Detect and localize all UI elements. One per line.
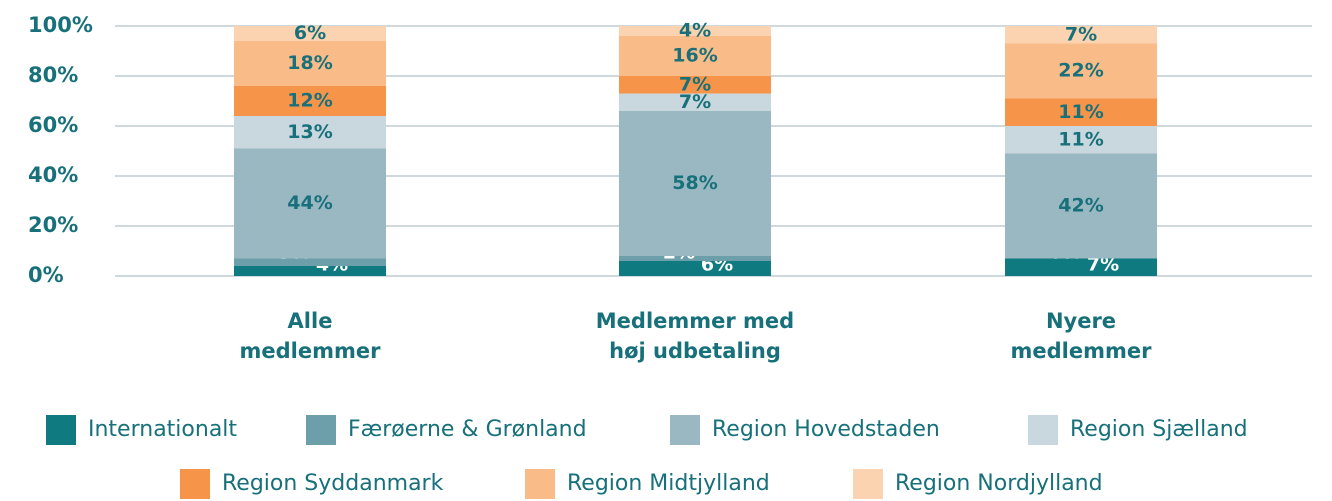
legend-swatch xyxy=(1028,415,1058,445)
legend-label: Internationalt xyxy=(88,417,237,442)
value-label: 11% xyxy=(1058,101,1103,123)
x-tick-label: Medlemmer med xyxy=(596,309,794,333)
bar-segment xyxy=(619,261,771,276)
value-label: 7% xyxy=(679,91,711,113)
legend-label: Region Hovedstaden xyxy=(712,417,940,442)
legend-swatch xyxy=(525,469,555,499)
bar-segment xyxy=(234,258,386,266)
bar-segment xyxy=(234,266,386,276)
legend-label: Region Syddanmark xyxy=(222,471,444,496)
value-label: 44% xyxy=(287,192,332,214)
bar-segment xyxy=(1005,126,1157,154)
value-label: 11% xyxy=(1058,128,1103,150)
y-tick-label: 40% xyxy=(28,163,78,187)
legend-label: Region Sjælland xyxy=(1070,417,1248,442)
legend-swatch xyxy=(46,415,76,445)
value-label: 7% xyxy=(1087,254,1119,276)
bar-segment xyxy=(619,256,771,261)
value-label: 16% xyxy=(672,45,717,67)
bar-segment xyxy=(619,76,771,94)
bar-segment xyxy=(1005,43,1157,99)
value-label: 7% xyxy=(679,73,711,95)
bar-segment xyxy=(619,93,771,111)
legend-label: Færøerne & Grønland xyxy=(348,417,587,442)
x-tick-label: Alle xyxy=(288,309,333,333)
value-label: 18% xyxy=(287,52,332,74)
legend-label: Region Midtjylland xyxy=(567,471,770,496)
x-tick-label: medlemmer xyxy=(1011,339,1153,363)
legend-swatch xyxy=(180,469,210,499)
bar-segment xyxy=(1005,98,1157,126)
bar-segment xyxy=(234,41,386,86)
value-label: 13% xyxy=(287,121,332,143)
legend-swatch xyxy=(670,415,700,445)
bar-segment xyxy=(619,111,771,256)
legend-swatch xyxy=(853,469,883,499)
x-tick-label: høj udbetaling xyxy=(609,339,781,363)
x-tick-label: Nyere xyxy=(1046,309,1116,333)
x-tick-label: medlemmer xyxy=(240,339,382,363)
bar-segment xyxy=(619,36,771,76)
bar-segment xyxy=(234,86,386,116)
bar-segment xyxy=(234,116,386,149)
bar-segment xyxy=(1005,258,1157,276)
y-tick-label: 100% xyxy=(28,13,93,37)
y-tick-label: 80% xyxy=(28,63,78,87)
bar-segment xyxy=(619,26,771,36)
bar-segment xyxy=(1005,26,1157,44)
value-label: 22% xyxy=(1058,60,1103,82)
y-tick-label: 0% xyxy=(28,263,64,287)
bar-segment xyxy=(234,26,386,41)
bar-segment xyxy=(234,148,386,259)
y-tick-label: 20% xyxy=(28,213,78,237)
value-label: 58% xyxy=(672,172,717,194)
bar-segment xyxy=(1005,153,1157,259)
legend-swatch xyxy=(306,415,336,445)
value-label: 7% xyxy=(1065,23,1097,45)
y-tick-label: 60% xyxy=(28,113,78,137)
value-label: 4% xyxy=(679,20,711,42)
value-label: 6% xyxy=(294,22,326,44)
legend-label: Region Nordjylland xyxy=(895,471,1103,496)
value-label: 42% xyxy=(1058,195,1103,217)
value-label: 12% xyxy=(287,90,332,112)
